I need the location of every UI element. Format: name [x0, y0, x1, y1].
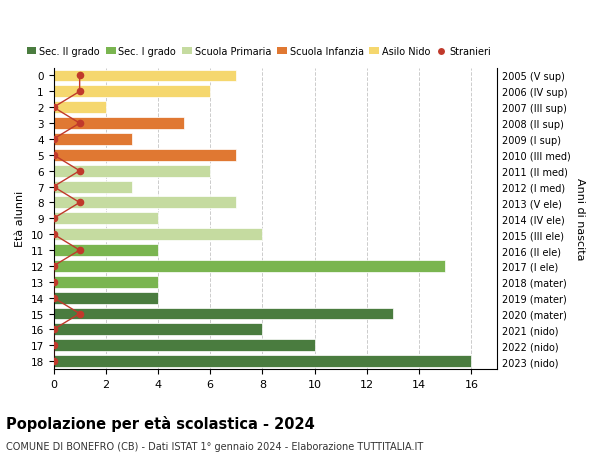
Point [75, 310, 85, 318]
Point [49, 104, 58, 112]
Point [49, 152, 58, 159]
Point [49, 136, 58, 143]
Bar [53, 150, 236, 162]
Point [49, 279, 58, 286]
Point [49, 231, 58, 238]
Point [49, 184, 58, 191]
Point [49, 263, 58, 270]
Point [75, 247, 85, 254]
Bar [53, 102, 106, 114]
Bar [53, 86, 210, 98]
Bar [53, 355, 472, 367]
Point [49, 358, 58, 365]
Text: Popolazione per età scolastica - 2024: Popolazione per età scolastica - 2024 [6, 415, 315, 431]
Point [49, 294, 58, 302]
Point [75, 168, 85, 175]
Point [75, 120, 85, 128]
Bar [53, 340, 314, 352]
Y-axis label: Età alunni: Età alunni [15, 191, 25, 247]
Point [49, 342, 58, 349]
Point [75, 73, 85, 80]
Bar [53, 229, 262, 241]
Bar [53, 181, 132, 193]
Point [49, 215, 58, 223]
Bar [53, 134, 132, 146]
Point [49, 326, 58, 333]
Bar [53, 308, 393, 320]
Y-axis label: Anni di nascita: Anni di nascita [575, 178, 585, 260]
Bar [53, 118, 184, 130]
Legend: Sec. II grado, Sec. I grado, Scuola Primaria, Scuola Infanzia, Asilo Nido, Stran: Sec. II grado, Sec. I grado, Scuola Prim… [23, 43, 494, 61]
Bar [53, 197, 236, 209]
Bar [53, 245, 158, 257]
Point [75, 199, 85, 207]
Text: COMUNE DI BONEFRO (CB) - Dati ISTAT 1° gennaio 2024 - Elaborazione TUTTITALIA.IT: COMUNE DI BONEFRO (CB) - Dati ISTAT 1° g… [6, 441, 423, 451]
Bar [53, 213, 158, 225]
Bar [53, 70, 236, 82]
Bar [53, 165, 210, 177]
Bar [53, 292, 158, 304]
Point [75, 89, 85, 96]
Bar [53, 260, 445, 272]
Bar [53, 324, 262, 336]
Bar [53, 276, 158, 288]
